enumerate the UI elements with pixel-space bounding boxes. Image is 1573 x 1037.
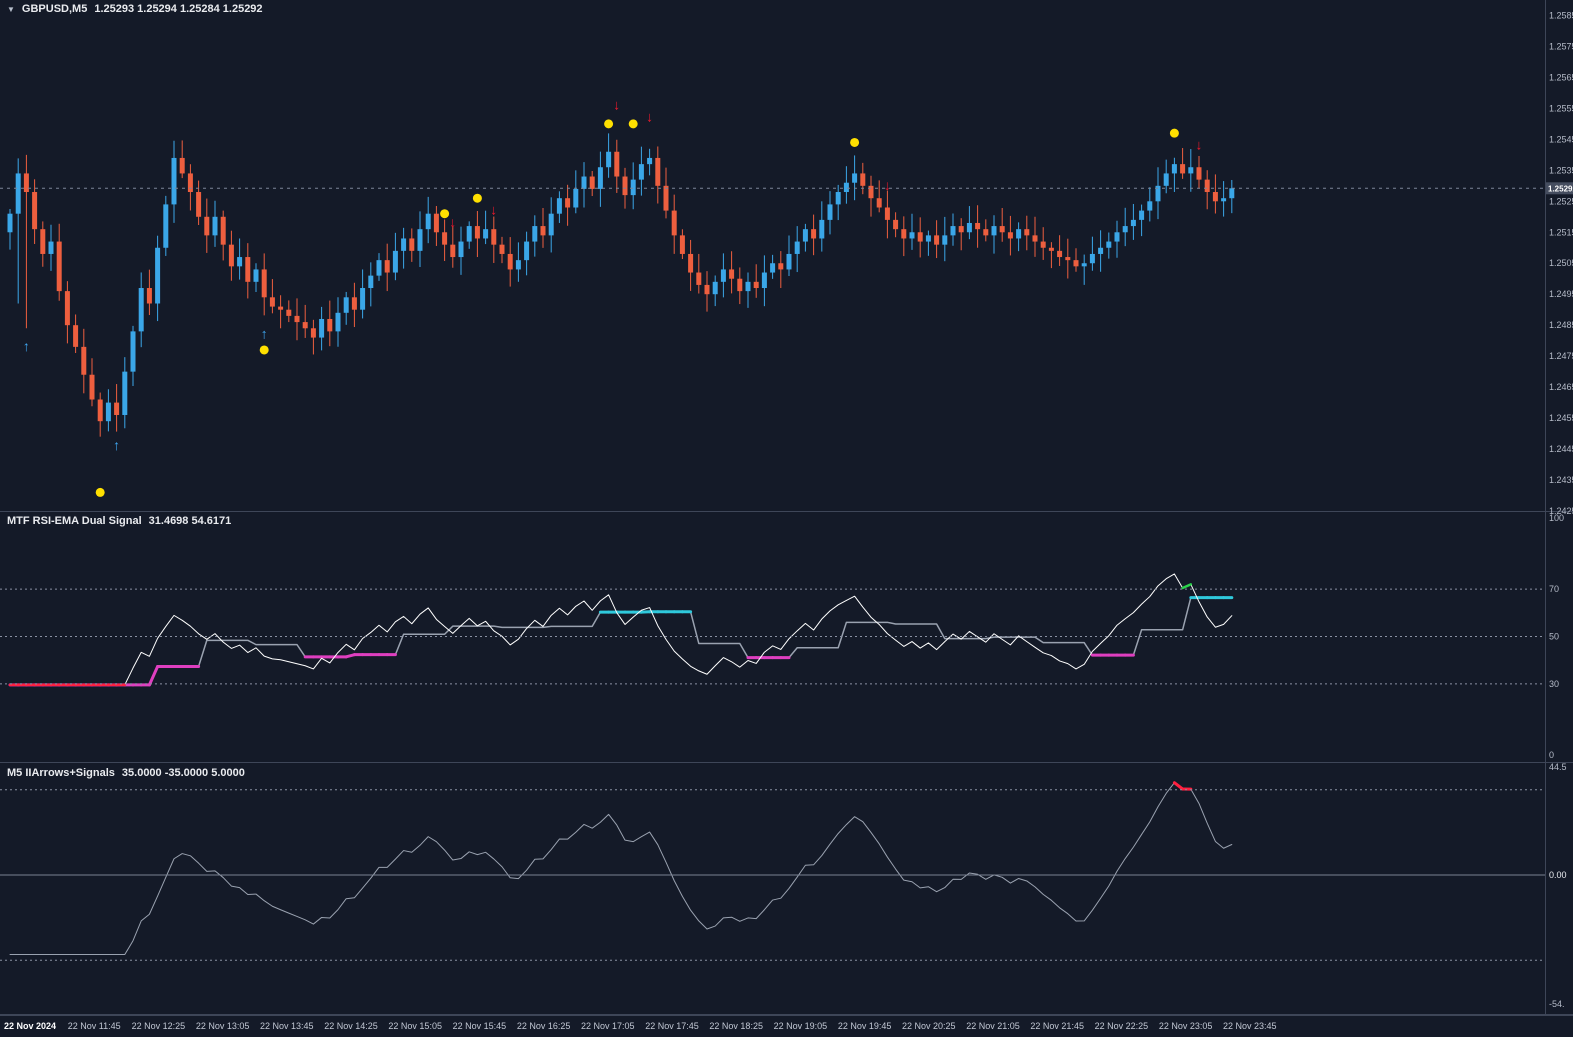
chart-menu-icon[interactable]: ▼ xyxy=(7,4,15,14)
svg-text:1.2585: 1.2585 xyxy=(1549,10,1573,20)
momentum-pane-title: M5 IIArrows+Signals 35.0000 -35.0000 5.0… xyxy=(7,767,245,779)
buy-arrow-icon: ↑ xyxy=(23,338,30,354)
svg-text:100: 100 xyxy=(1549,513,1564,523)
svg-text:1.2465: 1.2465 xyxy=(1549,382,1573,392)
buy-arrow-icon: ↑ xyxy=(113,437,120,453)
rsi-indicator-values: 31.4698 54.6171 xyxy=(148,515,232,527)
time-label: 22 Nov 11:45 xyxy=(67,1021,121,1031)
svg-text:0: 0 xyxy=(1549,750,1554,760)
signal-dot xyxy=(440,209,450,219)
sell-arrow-icon: ↓ xyxy=(449,214,456,230)
rsi-pane-title: MTF RSI-EMA Dual Signal 31.4698 54.6171 xyxy=(7,515,231,527)
time-label: 22 Nov 21:45 xyxy=(1030,1021,1084,1031)
svg-text:1.2485: 1.2485 xyxy=(1549,320,1573,330)
svg-text:1.2475: 1.2475 xyxy=(1549,351,1573,361)
time-label: 22 Nov 21:05 xyxy=(966,1021,1020,1031)
sell-arrow-icon: ↓ xyxy=(613,96,620,112)
ohlc-quote-label: 1.25293 1.25294 1.25284 1.25292 xyxy=(94,3,263,15)
svg-text:1.2555: 1.2555 xyxy=(1549,103,1573,113)
rsi-indicator-name: MTF RSI-EMA Dual Signal xyxy=(7,515,142,527)
signal-dot xyxy=(95,487,105,497)
candlestick-pane[interactable] xyxy=(7,151,1235,422)
svg-text:1.2505: 1.2505 xyxy=(1549,258,1573,268)
momentum-pane[interactable] xyxy=(9,781,1233,956)
symbol-period-label: GBPUSD,M5 xyxy=(21,3,88,15)
time-label: 22 Nov 17:45 xyxy=(645,1021,699,1031)
sell-arrow-icon: ↓ xyxy=(490,202,497,218)
svg-text:1.2565: 1.2565 xyxy=(1549,72,1573,82)
sell-arrow-icon: ↓ xyxy=(1196,137,1203,153)
time-axis[interactable]: 22 Nov 2024 22 Nov 11:45 22 Nov 12:25 22 No… xyxy=(0,1015,1573,1037)
time-label: 22 Nov 15:05 xyxy=(388,1021,442,1031)
time-label: 22 Nov 13:05 xyxy=(195,1021,250,1031)
svg-text:1.25292: 1.25292 xyxy=(1548,184,1573,193)
svg-text:1.2445: 1.2445 xyxy=(1549,444,1573,454)
svg-text:1.2435: 1.2435 xyxy=(1549,475,1573,485)
momentum-indicator-name: M5 IIArrows+Signals xyxy=(7,767,115,779)
time-label: 22 Nov 19:05 xyxy=(773,1021,828,1031)
signal-markers: ↑ ↑ ↑ ↓ ↓ ↓ ↓ ↓ ↓ xyxy=(23,96,1203,497)
current-price-badge xyxy=(1546,182,1573,195)
svg-text:50: 50 xyxy=(1549,632,1559,642)
buy-arrow-icon: ↑ xyxy=(261,325,268,341)
signal-dot xyxy=(628,119,638,129)
time-label: 22 Nov 17:05 xyxy=(581,1021,635,1031)
time-label: 22 Nov 23:45 xyxy=(1223,1021,1277,1031)
time-label: 22 Nov 14:25 xyxy=(324,1021,378,1031)
svg-text:44.5: 44.5 xyxy=(1549,762,1567,772)
time-label: 22 Nov 13:45 xyxy=(260,1021,314,1031)
rsi-pane[interactable] xyxy=(8,573,1234,687)
signal-dot xyxy=(259,345,269,355)
main-chart-title: ▼ GBPUSD,M5 1.25293 1.25294 1.25284 1.25… xyxy=(7,3,263,15)
signal-dot xyxy=(472,193,482,203)
svg-text:30: 30 xyxy=(1549,679,1559,689)
signal-dot xyxy=(850,137,860,147)
time-label: 22 Nov 20:25 xyxy=(902,1021,956,1031)
time-label: 22 Nov 18:25 xyxy=(709,1021,763,1031)
time-label: 22 Nov 2024 xyxy=(3,1021,57,1031)
svg-text:-54.: -54. xyxy=(1549,999,1565,1009)
svg-text:70: 70 xyxy=(1549,584,1559,594)
time-label: 22 Nov 16:25 xyxy=(516,1021,571,1031)
time-label: 22 Nov 15:45 xyxy=(452,1021,507,1031)
time-label: 22 Nov 12:25 xyxy=(131,1021,186,1031)
momentum-indicator-values: 35.0000 -35.0000 5.0000 xyxy=(121,767,245,779)
svg-text:1.2535: 1.2535 xyxy=(1549,165,1573,175)
svg-text:1.2575: 1.2575 xyxy=(1549,41,1573,51)
svg-text:1.2545: 1.2545 xyxy=(1549,134,1573,144)
svg-text:0.00: 0.00 xyxy=(1549,870,1567,880)
signal-dot xyxy=(604,119,614,129)
time-label: 22 Nov 19:45 xyxy=(837,1021,892,1031)
svg-text:1.2455: 1.2455 xyxy=(1549,413,1573,423)
sell-arrow-icon: ↓ xyxy=(646,109,653,125)
svg-text:1.2425: 1.2425 xyxy=(1549,506,1573,516)
time-label: 22 Nov 22:25 xyxy=(1094,1021,1149,1031)
time-label: 22 Nov 23:05 xyxy=(1158,1021,1213,1031)
svg-text:1.2515: 1.2515 xyxy=(1549,227,1573,237)
signal-dot xyxy=(1169,128,1179,138)
svg-text:1.2495: 1.2495 xyxy=(1549,289,1573,299)
sell-arrow-icon: ↓ xyxy=(884,177,891,193)
svg-text:1.2525: 1.2525 xyxy=(1549,196,1573,206)
